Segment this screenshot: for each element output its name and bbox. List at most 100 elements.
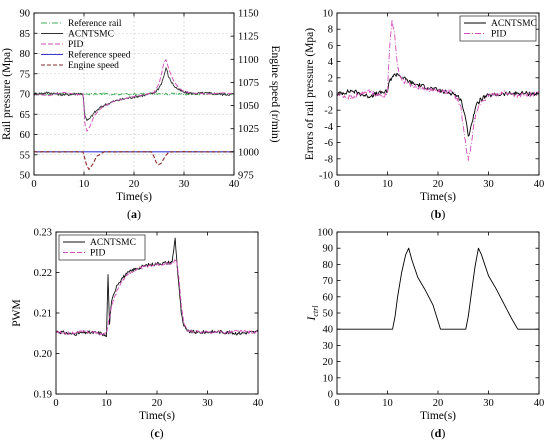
x-tick-label: 10 (79, 179, 90, 190)
y-tick-label: 0 (328, 390, 333, 401)
y-tick-label: 65 (20, 110, 31, 121)
y-tick-label: 100 (317, 228, 333, 239)
y-tick-label: 50 (323, 309, 334, 320)
y-tick-label: 55 (20, 150, 31, 161)
y2-tick-label: 1050 (238, 101, 259, 112)
y-tick-label: -6 (324, 138, 333, 149)
chart-panel-b: 0 10 20 30 40 -10 -8 -6 -4 -2 0 2 4 6 8 10 Time(s) Errors… (304, 9, 544, 222)
x-tick-label: 0 (53, 398, 58, 409)
series-line (56, 237, 258, 337)
y2-tick-label: 1025 (238, 124, 259, 135)
legend-box (459, 15, 537, 42)
y2-axis-title: Engine speed (r/min) (269, 45, 281, 142)
y-tick-label: 75 (20, 69, 31, 80)
y-tick-label: 0.23 (34, 228, 52, 239)
x-tick-label: 30 (483, 179, 494, 190)
y-tick-label: 90 (20, 9, 31, 20)
x-tick-label: 20 (433, 398, 444, 409)
x-tick-label: 20 (433, 179, 444, 190)
legend-box (58, 234, 146, 261)
panel-label-letter: a (131, 207, 137, 221)
series-line (56, 259, 258, 336)
series-line (337, 19, 539, 161)
y-tick-label: 85 (20, 29, 31, 40)
plot-area (56, 237, 258, 337)
y2-tick-label: 1075 (238, 78, 259, 89)
y-tick-label: -2 (324, 106, 333, 117)
y-tick-label: -8 (324, 154, 333, 165)
series-line (337, 247, 539, 330)
panel-label: (a) (127, 207, 141, 221)
series-line (34, 67, 234, 122)
panel-label: (b) (431, 207, 446, 221)
y-axis-title: Rail pressure (Mpa) (1, 48, 13, 140)
panel-label-letter: c (154, 426, 160, 440)
y-tick-label: 80 (323, 260, 334, 271)
plot-area (34, 59, 234, 170)
legend-entry: ACNTSMC (68, 30, 114, 40)
x-tick-label: 0 (31, 179, 36, 190)
x-axis-title: Time(s) (139, 410, 175, 422)
panel-label-letter: b (435, 207, 442, 221)
panel-label-close: ) (441, 207, 445, 221)
y2-tick-label: 1100 (238, 55, 259, 66)
x-tick-label: 40 (534, 179, 545, 190)
y2-tick-label: 1000 (238, 147, 259, 158)
y-tick-label: 60 (20, 130, 31, 141)
legend-entry: ACNTSMC (491, 19, 537, 29)
series-line (337, 72, 539, 137)
y2-tick-label: 975 (238, 171, 254, 182)
chart-panel-d: 0 10 20 30 40 0 10 20 30 40 50 60 70 80 90 100 Time(s) Ic… (306, 228, 544, 441)
y-axis-title: PWM (11, 299, 23, 326)
y-tick-label: 0.20 (34, 349, 52, 360)
x-tick-label: 0 (334, 179, 339, 190)
y-tick-label: -10 (319, 171, 333, 182)
y-tick-label: 8 (328, 25, 333, 36)
y-axis-title-main: I (306, 315, 318, 321)
x-tick-label: 10 (101, 398, 112, 409)
y-tick-label: 70 (20, 90, 31, 101)
legend-entry: Reference rail (68, 18, 122, 29)
y-axis-title-subscript: ctrl (311, 305, 320, 317)
chart-panel-a: 0 10 20 30 40 50 55 60 65 70 75 80 85 90 975 1000 1025 10… (1, 9, 281, 222)
x-tick-label: 10 (382, 398, 393, 409)
y2-tick-label: 1125 (238, 32, 259, 43)
y-tick-label: 0.19 (34, 390, 52, 401)
panel-label-open: ( (127, 207, 131, 221)
panel-label-letter: d (435, 426, 442, 440)
y-tick-label: 60 (323, 292, 334, 303)
plot-area (337, 19, 539, 161)
y2-tick-label: 1150 (238, 9, 259, 20)
x-tick-label: 0 (334, 398, 339, 409)
legend-entry: Engine speed (68, 61, 119, 71)
y-tick-label: 10 (323, 373, 334, 384)
y-tick-label: 0.22 (34, 268, 52, 279)
y-tick-label: -4 (324, 122, 333, 133)
panel-label-close: ) (160, 426, 164, 440)
legend-entry: PID (68, 40, 83, 50)
series-line (34, 59, 234, 132)
legend-entry: ACNTSMC (90, 238, 136, 248)
panel-label: (c) (150, 426, 163, 440)
panel-label-open: ( (431, 426, 435, 440)
y-axis-title: Errors of rail pressure (Mpa) (304, 28, 316, 160)
legend-entry: Reference speed (68, 50, 131, 61)
legend-entry: PID (90, 249, 105, 259)
chart-panel-c: 0 10 20 30 40 0.19 0.20 0.21 0.22 0.23 Time(s) PWM (… (11, 228, 263, 441)
y-axis-title: Ictrl (306, 305, 320, 322)
panel-label-close: ) (441, 426, 445, 440)
y-tick-label: 80 (20, 49, 31, 60)
x-tick-label: 40 (534, 398, 545, 409)
panel-label-close: ) (137, 207, 141, 221)
panel-label: (d) (431, 426, 446, 440)
x-tick-label: 40 (253, 398, 264, 409)
x-tick-label: 30 (179, 179, 190, 190)
x-tick-label: 40 (229, 179, 240, 190)
y-tick-label: 4 (328, 57, 334, 68)
y-tick-label: 50 (20, 171, 31, 182)
plot-area (337, 247, 539, 330)
panel-label-open: ( (431, 207, 435, 221)
series-line (34, 151, 234, 170)
